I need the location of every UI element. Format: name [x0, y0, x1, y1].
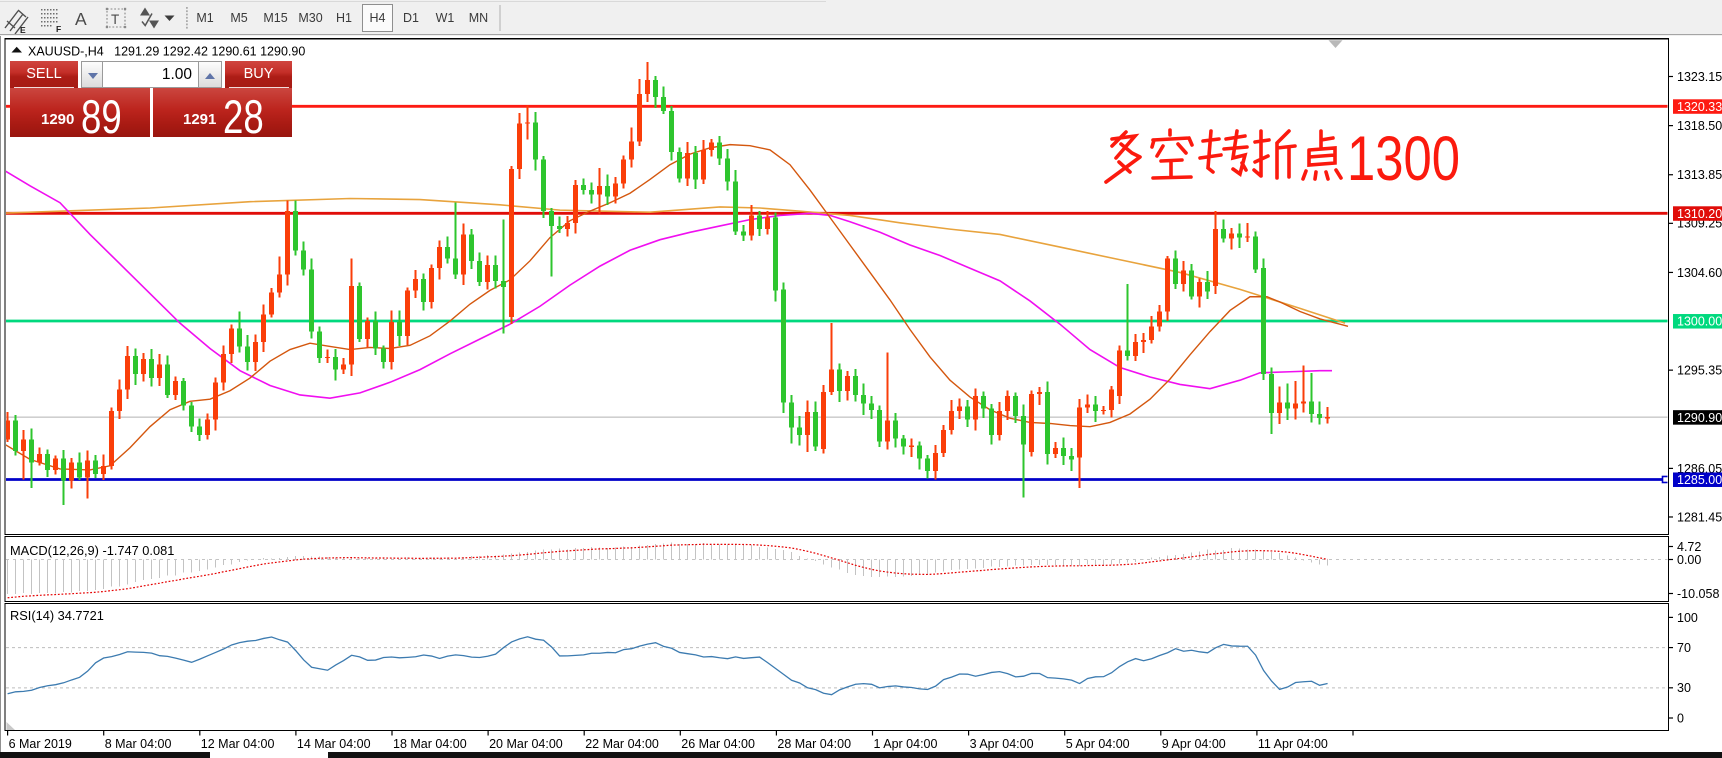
- svg-text:1295.35: 1295.35: [1677, 364, 1722, 378]
- svg-text:1300.00: 1300.00: [1677, 315, 1722, 329]
- svg-text:11 Apr 04:00: 11 Apr 04:00: [1258, 737, 1328, 751]
- svg-text:26 Mar 04:00: 26 Mar 04:00: [681, 737, 755, 751]
- svg-text:0.00: 0.00: [1677, 553, 1701, 567]
- svg-text:28 Mar 04:00: 28 Mar 04:00: [777, 737, 851, 751]
- svg-text:0: 0: [1677, 711, 1684, 725]
- svg-text:T: T: [111, 12, 119, 27]
- svg-text:1320.33: 1320.33: [1677, 100, 1722, 114]
- svg-text:20 Mar 04:00: 20 Mar 04:00: [489, 737, 563, 751]
- svg-text:9 Apr 04:00: 9 Apr 04:00: [1162, 737, 1226, 751]
- svg-text:1285.00: 1285.00: [1677, 473, 1722, 487]
- svg-text:70: 70: [1677, 641, 1691, 655]
- svg-text:1290.90: 1290.90: [1677, 411, 1722, 425]
- svg-text:12 Mar 04:00: 12 Mar 04:00: [201, 737, 275, 751]
- svg-text:22 Mar 04:00: 22 Mar 04:00: [585, 737, 659, 751]
- svg-text:8 Mar 04:00: 8 Mar 04:00: [105, 737, 172, 751]
- svg-text:30: 30: [1677, 681, 1691, 695]
- svg-text:1304.60: 1304.60: [1677, 266, 1722, 280]
- svg-text:1318.50: 1318.50: [1677, 119, 1722, 133]
- svg-text:1323.15: 1323.15: [1677, 70, 1722, 84]
- svg-text:1286.05: 1286.05: [1677, 462, 1722, 476]
- svg-text:A: A: [75, 9, 87, 29]
- svg-text:18 Mar 04:00: 18 Mar 04:00: [393, 737, 467, 751]
- svg-text:14 Mar 04:00: 14 Mar 04:00: [297, 737, 371, 751]
- svg-text:1 Apr 04:00: 1 Apr 04:00: [874, 737, 938, 751]
- svg-text:RSI(14) 34.7721: RSI(14) 34.7721: [10, 608, 104, 623]
- svg-text:100: 100: [1677, 611, 1698, 625]
- svg-text:6 Mar 2019: 6 Mar 2019: [9, 737, 72, 751]
- svg-text:-10.058: -10.058: [1677, 587, 1719, 601]
- svg-text:4.72: 4.72: [1677, 540, 1701, 554]
- svg-text:XAUUSD-,H4 1291.29 1292.42 1: XAUUSD-,H4 1291.29 1292.42 1290.61 1290.…: [28, 45, 305, 59]
- svg-text:F: F: [56, 24, 61, 34]
- svg-text:5 Apr 04:00: 5 Apr 04:00: [1066, 737, 1130, 751]
- svg-text:1313.85: 1313.85: [1677, 168, 1722, 182]
- svg-text:1310.20: 1310.20: [1677, 207, 1722, 221]
- svg-text:1281.45: 1281.45: [1677, 510, 1722, 524]
- svg-text:1300: 1300: [1347, 124, 1460, 194]
- svg-text:MACD(12,26,9) -1.747 0.081: MACD(12,26,9) -1.747 0.081: [10, 543, 174, 558]
- svg-text:3 Apr 04:00: 3 Apr 04:00: [970, 737, 1034, 751]
- svg-text:E: E: [20, 25, 26, 35]
